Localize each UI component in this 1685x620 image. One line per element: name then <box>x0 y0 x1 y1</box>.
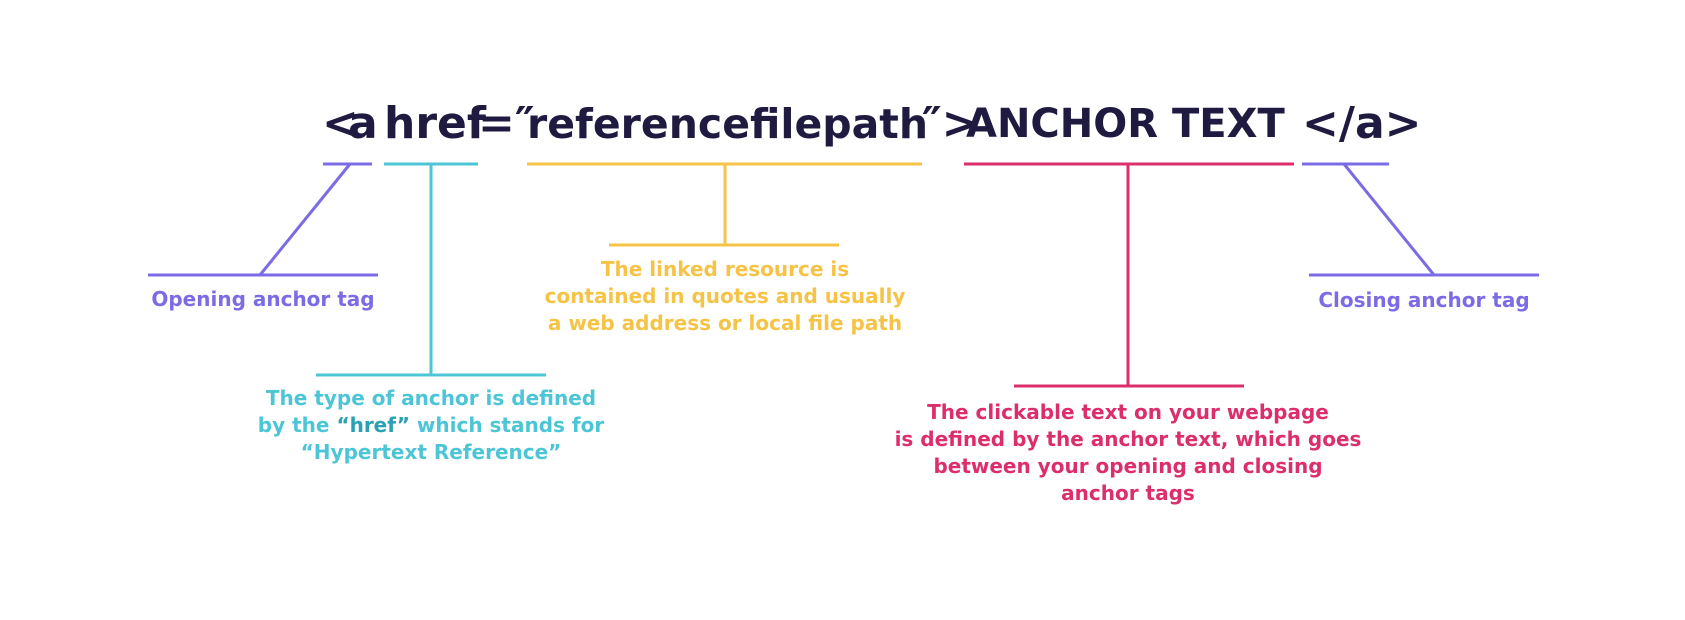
href-label-line-3: “Hypertext Reference” <box>300 440 562 464</box>
closing-tag-label-text: Closing anchor tag <box>1318 288 1530 312</box>
anchor-text-label: The clickable text on your webpage is de… <box>883 399 1373 507</box>
href-label-highlight: “href” <box>336 413 410 437</box>
code-closing-tag: </a> <box>1302 98 1422 149</box>
closing-tag-label: Closing anchor tag <box>1309 287 1539 314</box>
code-attr-name: href <box>384 98 487 149</box>
href-label-line-2: by the “href” which stands for <box>241 412 621 439</box>
code-quote-close-bracket: ″> <box>922 98 979 149</box>
anchor-text-label-line-2: is defined by the anchor text, which goe… <box>894 427 1362 451</box>
href-label-line-1: The type of anchor is defined <box>265 386 597 410</box>
anchor-text-label-line-4: anchor tags <box>1061 481 1195 505</box>
resource-label-line-1: The linked resource is <box>600 257 850 281</box>
code-anchor-text: ANCHOR TEXT <box>966 101 1285 147</box>
opening-tag-label-text: Opening anchor tag <box>151 287 375 311</box>
opening-tag-connector <box>258 163 352 276</box>
href-label-line-2-prefix: by the <box>257 413 337 437</box>
href-label: The type of anchor is defined by the “hr… <box>241 385 621 466</box>
opening-tag-label: Opening anchor tag <box>148 286 378 313</box>
resource-label-line-3: a web address or local file path <box>547 311 903 335</box>
code-open-bracket: < <box>322 98 359 149</box>
anchor-text-label-line-1: The clickable text on your webpage <box>927 400 1329 424</box>
resource-label: The linked resource is contained in quot… <box>529 256 921 337</box>
code-attr-value: referencefilepath <box>527 100 929 148</box>
resource-label-line-2: contained in quotes and usually <box>544 284 906 308</box>
closing-tag-connector <box>1342 163 1436 276</box>
anchor-text-label-line-3: between your opening and closing <box>933 454 1323 478</box>
code-tag-a: a <box>348 98 378 149</box>
href-label-line-2-suffix: which stands for <box>409 413 605 437</box>
code-equals-quote: =″ <box>478 98 535 149</box>
